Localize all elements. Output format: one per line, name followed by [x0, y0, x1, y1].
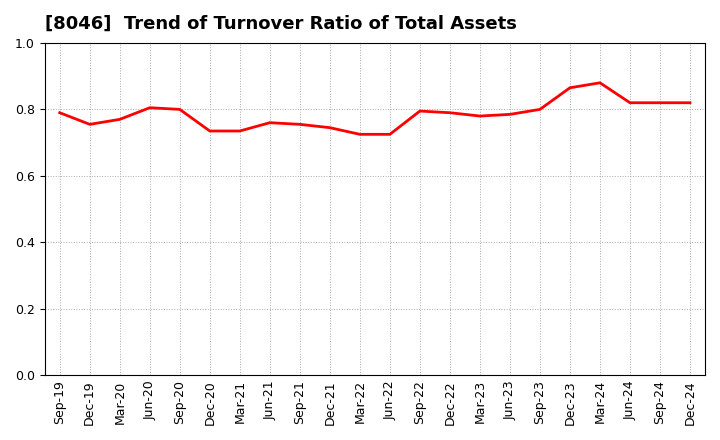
- Text: [8046]  Trend of Turnover Ratio of Total Assets: [8046] Trend of Turnover Ratio of Total …: [45, 15, 516, 33]
